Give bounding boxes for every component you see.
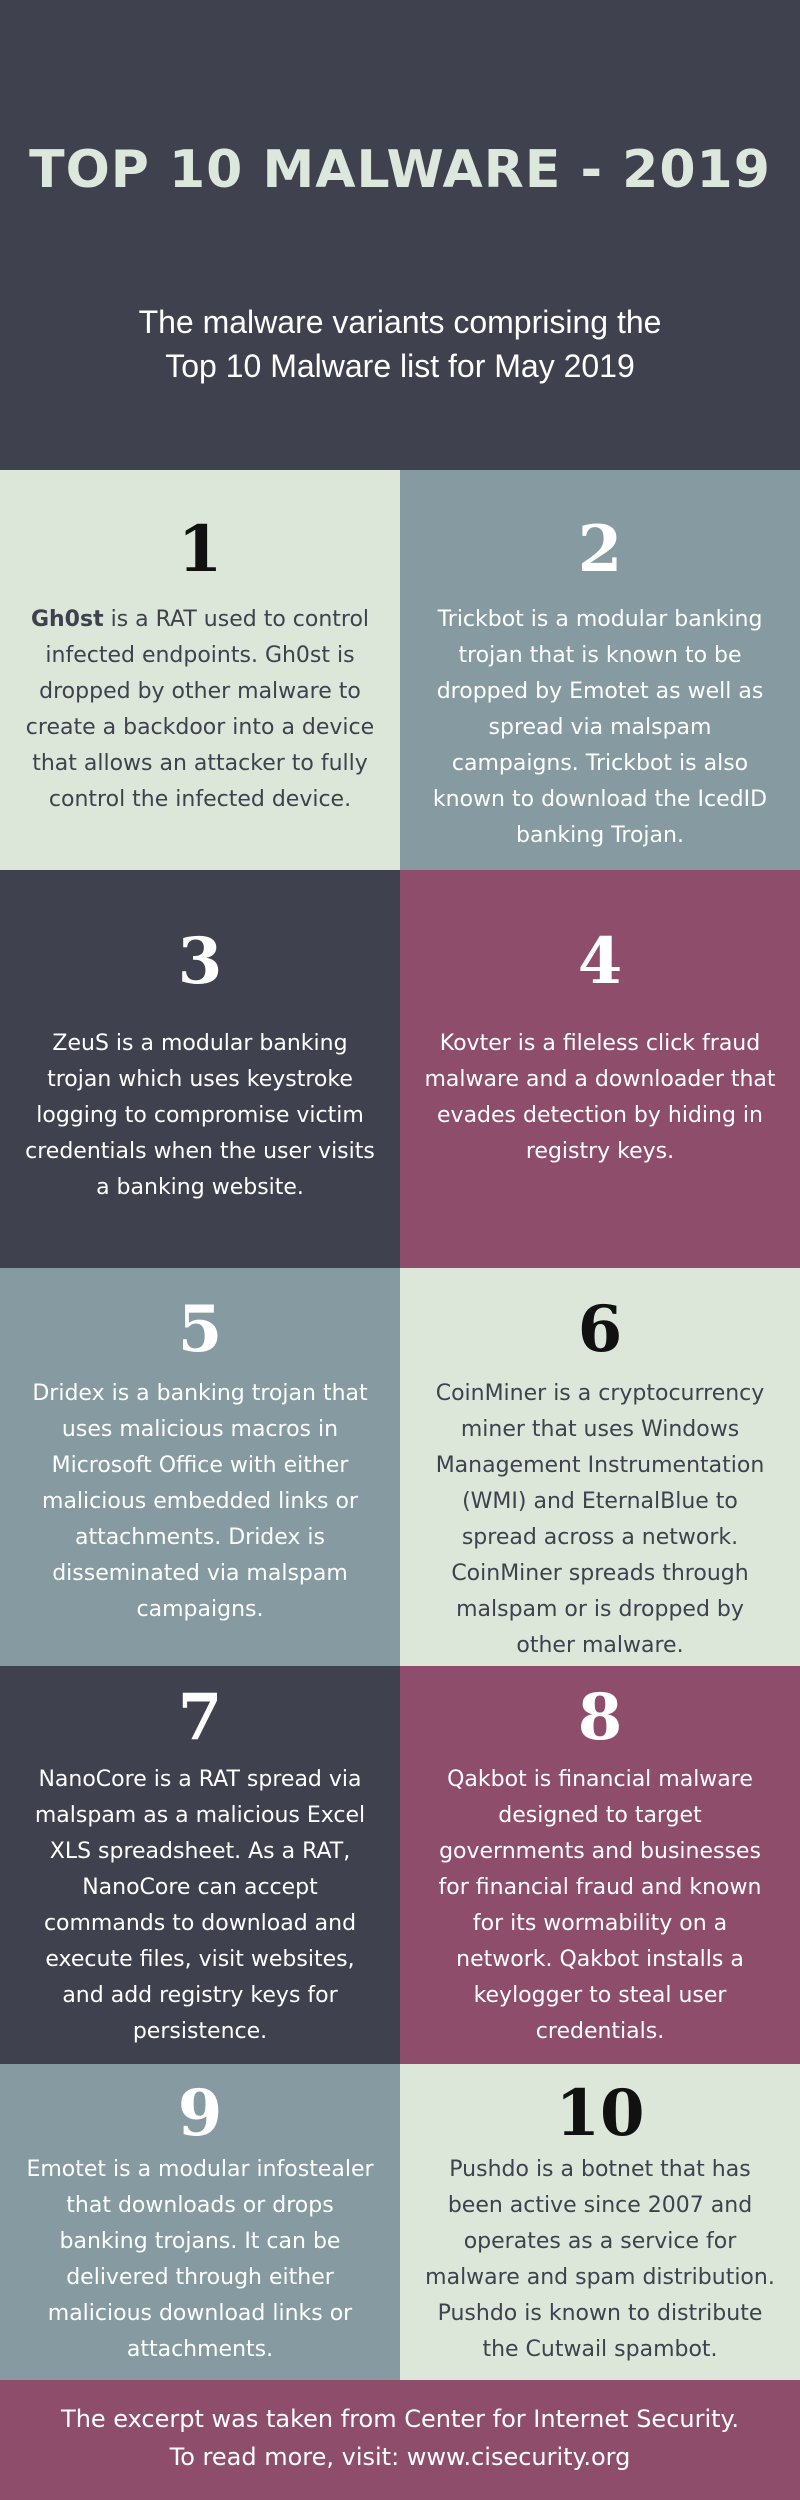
malware-card-5: 5 Dridex is a banking trojan that uses m… bbox=[0, 1268, 400, 1666]
malware-name: Gh0st bbox=[30, 607, 104, 632]
malware-description: CoinMiner is a cryptocurrency miner that… bbox=[435, 1381, 765, 1658]
page-subtitle: The malware variants comprising the Top … bbox=[90, 300, 710, 388]
malware-card-10: 10 Pushdo is a botnet that has been acti… bbox=[400, 2064, 800, 2380]
malware-card-9: 9 Emotet is a modular infostealer that d… bbox=[0, 2064, 400, 2380]
malware-card-4: 4 Kovter is a fileless click fraud malwa… bbox=[400, 870, 800, 1268]
malware-description: Gh0st is a RAT used to control infected … bbox=[25, 607, 375, 812]
malware-description: Dridex is a banking trojan that uses mal… bbox=[32, 1381, 368, 1622]
footer-link-line: To read more, visit: www.cisecurity.org bbox=[169, 2443, 631, 2471]
rank-number: 9 bbox=[177, 2076, 223, 2151]
malware-description: Kovter is a fileless click fraud malware… bbox=[424, 1031, 776, 1164]
malware-card-7: 7 NanoCore is a RAT spread via malspam a… bbox=[0, 1666, 400, 2064]
rank-number: 4 bbox=[577, 924, 623, 999]
footer: The excerpt was taken from Center for In… bbox=[0, 2380, 800, 2500]
malware-description: ZeuS is a modular banking trojan which u… bbox=[25, 1031, 375, 1200]
malware-card-3: 3 ZeuS is a modular banking trojan which… bbox=[0, 870, 400, 1268]
rank-number: 7 bbox=[177, 1680, 223, 1755]
rank-number: 3 bbox=[177, 924, 223, 999]
malware-description: Qakbot is financial malware designed to … bbox=[438, 1767, 762, 2044]
malware-card-8: 8 Qakbot is financial malware designed t… bbox=[400, 1666, 800, 2064]
footer-source-line: The excerpt was taken from Center for In… bbox=[61, 2405, 739, 2433]
rank-number: 2 bbox=[577, 512, 623, 587]
rank-number: 5 bbox=[177, 1292, 223, 1367]
subtitle-line-2: Top 10 Malware list for May 2019 bbox=[165, 348, 635, 384]
malware-card-6: 6 CoinMiner is a cryptocurrency miner th… bbox=[400, 1268, 800, 1666]
page-title: TOP 10 MALWARE - 2019 bbox=[29, 140, 771, 200]
malware-description: Trickbot is a modular banking trojan tha… bbox=[432, 607, 768, 848]
malware-description: Pushdo is a botnet that has been active … bbox=[425, 2157, 775, 2362]
malware-description: Emotet is a modular infostealer that dow… bbox=[26, 2157, 374, 2362]
rank-number: 10 bbox=[555, 2076, 645, 2151]
rank-number: 1 bbox=[177, 512, 223, 587]
header: TOP 10 MALWARE - 2019 The malware varian… bbox=[0, 0, 800, 470]
rank-number: 6 bbox=[577, 1292, 623, 1367]
rank-number: 8 bbox=[577, 1680, 623, 1755]
malware-grid: 1 Gh0st is a RAT used to control infecte… bbox=[0, 470, 800, 2380]
subtitle-line-1: The malware variants comprising the bbox=[138, 304, 662, 340]
malware-card-1: 1 Gh0st is a RAT used to control infecte… bbox=[0, 470, 400, 870]
malware-description: NanoCore is a RAT spread via malspam as … bbox=[34, 1767, 366, 2044]
malware-card-2: 2 Trickbot is a modular banking trojan t… bbox=[400, 470, 800, 870]
